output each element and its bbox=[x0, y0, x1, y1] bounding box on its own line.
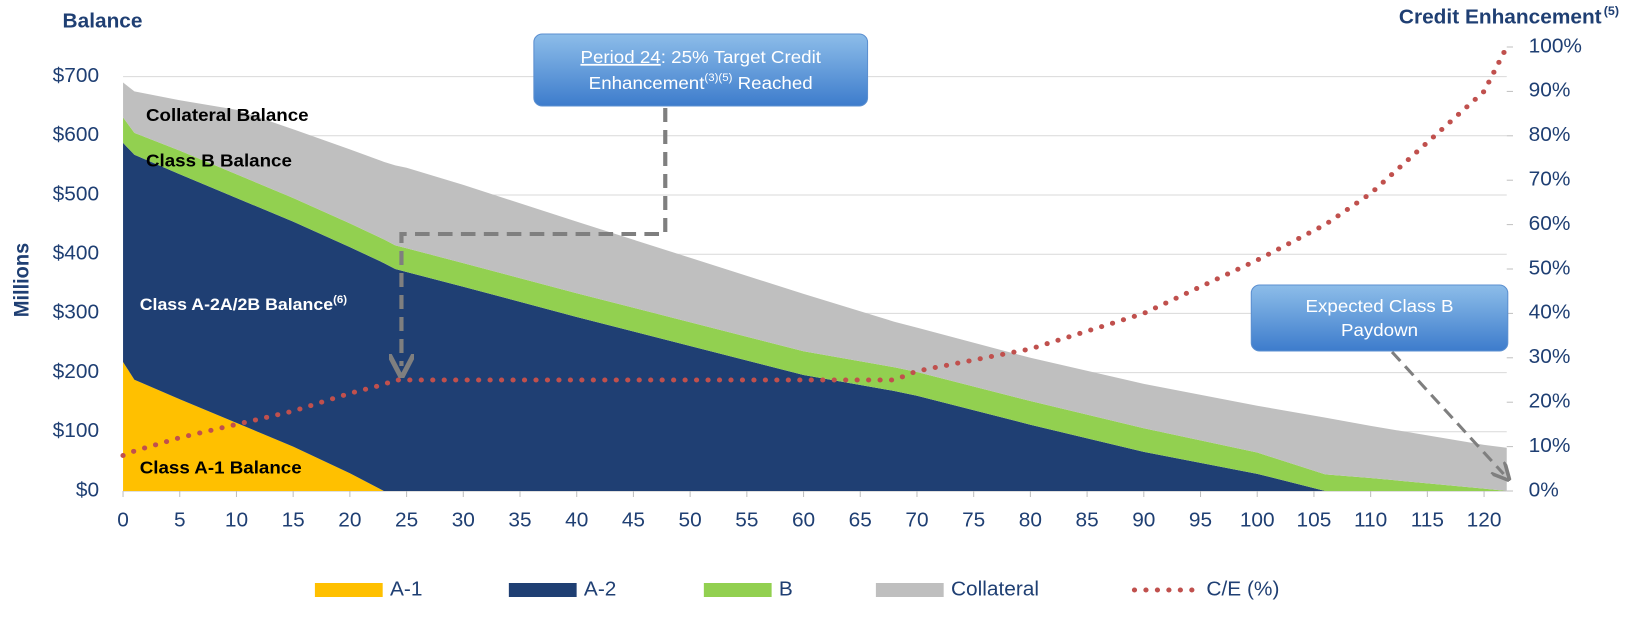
lines bbox=[120, 44, 1510, 458]
x-tick-label: 55 bbox=[735, 510, 758, 532]
y2-tick-label: 0% bbox=[1529, 480, 1559, 502]
callout-arrow bbox=[401, 108, 668, 366]
legend-label: A-2 bbox=[584, 579, 616, 601]
x-tick-label: 120 bbox=[1467, 510, 1502, 532]
legend-label: B bbox=[779, 579, 793, 601]
x-tick-label: 35 bbox=[508, 510, 531, 532]
y2-tick-label: 100% bbox=[1529, 36, 1582, 58]
x-tick-label: 5 bbox=[174, 510, 186, 532]
y-tick-label: $500 bbox=[53, 184, 99, 206]
annotation: Collateral Balance bbox=[146, 104, 309, 125]
area bbox=[123, 361, 1507, 491]
x-tick-label: 50 bbox=[679, 510, 702, 532]
annotation: Class A-2A/2B Balance(6) bbox=[140, 294, 348, 314]
callout-text: Paydown bbox=[1341, 319, 1418, 340]
legend-swatch bbox=[314, 583, 383, 597]
callout-sup: (3)(5) bbox=[704, 72, 732, 84]
callout-arrow bbox=[1390, 351, 1504, 474]
y2-tick-label: 50% bbox=[1529, 258, 1571, 280]
legend-label: C/E (%) bbox=[1206, 579, 1279, 601]
x-tick-label: 75 bbox=[962, 510, 985, 532]
callout-line: Reached bbox=[732, 72, 812, 93]
y-tick-label: $200 bbox=[53, 361, 99, 383]
callout-text: Enhancement(3)(5) Reached bbox=[589, 72, 813, 93]
y2-tick-label: 10% bbox=[1529, 435, 1571, 457]
y-tick-label: $600 bbox=[53, 124, 99, 146]
callout-box bbox=[533, 33, 869, 107]
y2-tick-label: 20% bbox=[1529, 391, 1571, 413]
x-tick-label: 115 bbox=[1411, 510, 1444, 532]
callout-box bbox=[1250, 284, 1509, 352]
y2-title-sup: (5) bbox=[1604, 4, 1619, 18]
y-tick-label: $700 bbox=[53, 65, 99, 87]
annotation-sup: (6) bbox=[333, 294, 347, 306]
x-tick-label: 25 bbox=[395, 510, 418, 532]
x-tick-label: 100 bbox=[1240, 510, 1275, 532]
areas bbox=[123, 82, 1507, 492]
legend-label: A-1 bbox=[390, 579, 422, 601]
callout-line: : 25% Target Credit bbox=[661, 46, 821, 67]
x-tick-label: 110 bbox=[1354, 510, 1387, 532]
y2-title: Credit Enhancement bbox=[1399, 7, 1602, 29]
annotation-text: Class A-2A/2B Balance bbox=[140, 294, 334, 314]
x-tick-label: 15 bbox=[282, 510, 305, 532]
legend-swatch bbox=[703, 583, 772, 597]
x-tick-label: 95 bbox=[1189, 510, 1212, 532]
y2-tick-label: 90% bbox=[1529, 80, 1571, 102]
x-tick-label: 80 bbox=[1019, 510, 1042, 532]
callout-text: Expected Class B bbox=[1306, 295, 1454, 316]
y2-tick-label: 60% bbox=[1529, 213, 1571, 235]
x-tick-label: 90 bbox=[1132, 510, 1155, 532]
y2-tick-label: 80% bbox=[1529, 124, 1571, 146]
x-tick-label: 30 bbox=[452, 510, 475, 532]
area bbox=[123, 142, 1507, 492]
annotation: Class B Balance bbox=[146, 150, 292, 171]
legend-swatch bbox=[508, 583, 577, 597]
x-tick-label: 85 bbox=[1076, 510, 1099, 532]
y2-tick-label: 70% bbox=[1529, 169, 1571, 191]
x-tick-label: 0 bbox=[117, 510, 129, 532]
x-tick-label: 65 bbox=[849, 510, 872, 532]
y-tick-label: $0 bbox=[76, 480, 99, 502]
y-title: Balance bbox=[63, 11, 143, 33]
callout-line: Enhancement bbox=[589, 72, 705, 93]
legend-label: Collateral bbox=[951, 579, 1039, 601]
legend: A-1 A-2 B Collateral C/E (%) bbox=[314, 579, 1279, 601]
y-tick-label: $400 bbox=[53, 243, 99, 265]
callout-link: Period 24 bbox=[580, 46, 660, 67]
y-tick-label: $100 bbox=[53, 420, 99, 442]
x-tick-label: 70 bbox=[905, 510, 928, 532]
annotation: Class A-1 Balance bbox=[140, 457, 302, 478]
x-tick-label: 105 bbox=[1297, 510, 1332, 532]
x-tick-label: 45 bbox=[622, 510, 645, 532]
area bbox=[123, 82, 1507, 492]
line bbox=[120, 44, 1510, 458]
y-axis-label: Millions bbox=[11, 243, 33, 317]
callout-text: Period 24: 25% Target Credit bbox=[580, 46, 821, 67]
x-tick-label: 20 bbox=[338, 510, 361, 532]
y-tick-label: $300 bbox=[53, 302, 99, 324]
x-tick-label: 10 bbox=[225, 510, 248, 532]
y2-tick-label: 40% bbox=[1529, 302, 1571, 324]
legend-swatch bbox=[875, 583, 944, 597]
x-tick-label: 40 bbox=[565, 510, 588, 532]
x-tick-label: 60 bbox=[792, 510, 815, 532]
y2-tick-label: 30% bbox=[1529, 346, 1571, 368]
